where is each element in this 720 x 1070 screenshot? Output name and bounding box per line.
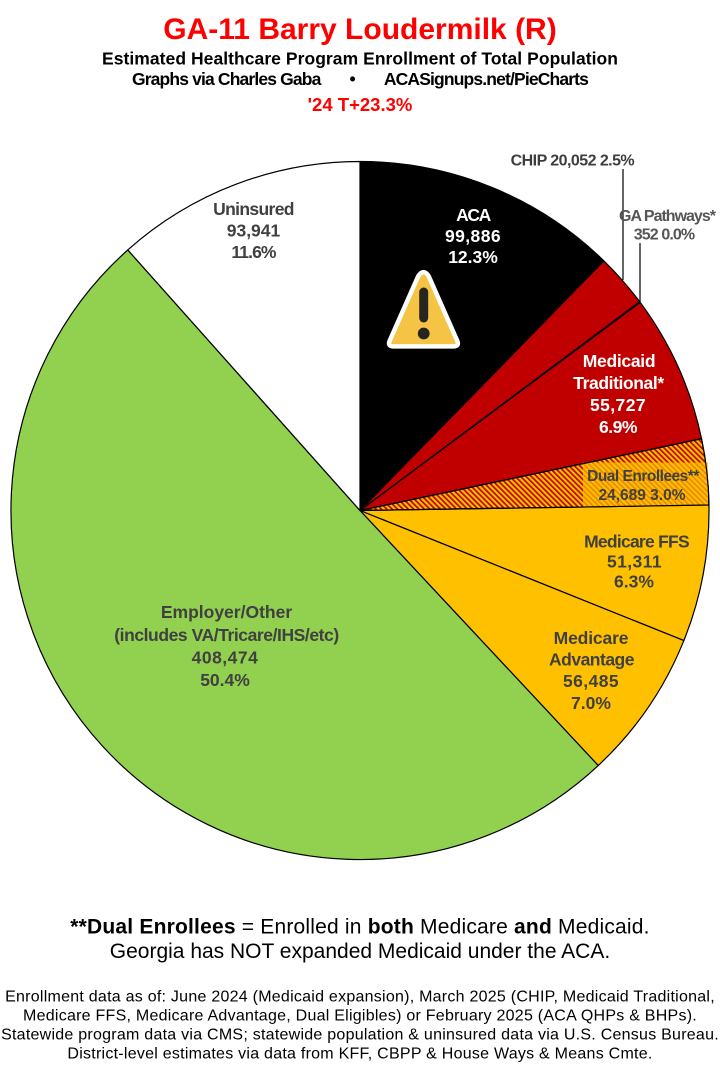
svg-text:408,474: 408,474 [192,648,259,668]
svg-text:Enrollment data as of: June 20: Enrollment data as of: June 2024 (Medica… [5,989,715,1006]
svg-text:6.9%: 6.9% [599,417,638,437]
svg-text:55,727: 55,727 [590,395,646,415]
svg-text:Uninsured: Uninsured [213,199,294,219]
svg-text:51,311: 51,311 [607,552,662,572]
svg-text:(includes VA/Tricare/IHS/etc): (includes VA/Tricare/IHS/etc) [114,625,339,645]
svg-text:93,941: 93,941 [227,221,281,241]
svg-text:11.6%: 11.6% [231,242,276,262]
svg-text:Employer/Other: Employer/Other [161,602,292,622]
svg-text:Dual Enrollees**: Dual Enrollees** [587,468,700,485]
svg-text:Traditional*: Traditional* [573,373,664,393]
svg-text:352 0.0%: 352 0.0% [634,227,695,244]
svg-text:99,886: 99,886 [445,226,501,246]
svg-text:GA Pathways*: GA Pathways* [619,208,717,225]
svg-text:Advantage: Advantage [549,650,635,670]
svg-text:Statewide program data via CMS: Statewide program data via CMS; statewid… [1,1027,719,1044]
svg-text:District-level estimates via d: District-level estimates via data from K… [67,1046,652,1063]
svg-text:56,485: 56,485 [563,671,619,691]
svg-text:7.0%: 7.0% [571,693,611,713]
svg-text:24,689 3.0%: 24,689 3.0% [598,487,685,504]
svg-text:Medicare FFS: Medicare FFS [584,532,689,552]
svg-text:CHIP 20,052 2.5%: CHIP 20,052 2.5% [511,153,635,170]
svg-text:Estimated Healthcare Program E: Estimated Healthcare Program Enrollment … [102,49,618,69]
svg-text:50.4%: 50.4% [200,670,250,690]
svg-text:Medicaid: Medicaid [583,351,655,371]
svg-text:GA-11 Barry Loudermilk (R): GA-11 Barry Loudermilk (R) [163,13,556,46]
svg-text:Medicare FFS, Medicare Advanta: Medicare FFS, Medicare Advantage, Dual E… [23,1008,697,1025]
svg-text:Medicare: Medicare [554,628,629,648]
svg-text:6.3%: 6.3% [614,572,654,592]
svg-text:ACA: ACA [456,205,491,225]
svg-text:Georgia has NOT expanded Medic: Georgia has NOT expanded Medicaid under … [110,940,610,963]
svg-text:'24 T+23.3%: '24 T+23.3% [308,94,413,115]
svg-text:**Dual Enrollees = Enrolled in: **Dual Enrollees = Enrolled in both Medi… [70,916,649,939]
svg-text:12.3%: 12.3% [448,247,498,267]
